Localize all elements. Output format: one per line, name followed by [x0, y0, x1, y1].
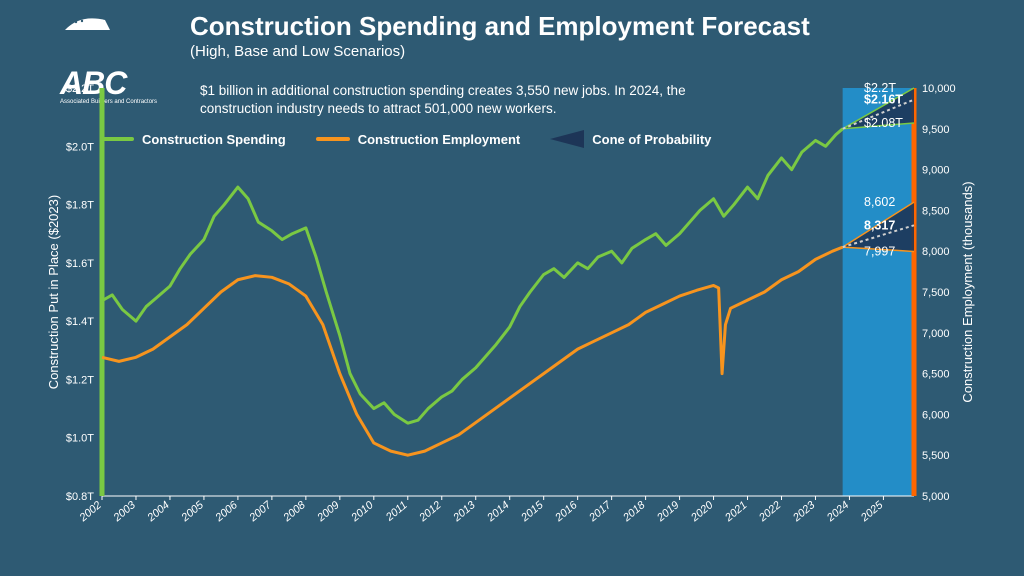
x-tick: 2013 — [450, 499, 478, 525]
x-tick: 2009 — [315, 499, 342, 525]
y-left-tick: $2.0T — [66, 141, 94, 153]
y-right-tick: 10,000 — [922, 83, 956, 95]
series-line — [102, 129, 843, 423]
forecast-value-label: 8,317 — [864, 218, 895, 232]
y-left-tick: $2.2T — [66, 83, 94, 95]
forecast-value-label: $2.16T — [864, 93, 903, 107]
x-tick: 2018 — [620, 499, 648, 525]
x-tick: 2012 — [416, 499, 443, 525]
x-tick: 2015 — [518, 499, 546, 525]
y-right-tick: 6,500 — [922, 369, 950, 381]
x-tick: 2007 — [247, 499, 275, 525]
forecast-value-label: 7,997 — [864, 244, 895, 258]
x-tick: 2019 — [654, 499, 681, 525]
header: ABC Associated Builders and Contractors … — [60, 12, 1004, 62]
y-left-label: Construction Put in Place ($2023) — [46, 195, 61, 389]
x-tick: 2023 — [790, 499, 818, 525]
x-tick: 2016 — [552, 499, 580, 525]
x-tick: 2021 — [722, 499, 749, 525]
title-block: Construction Spending and Employment For… — [190, 12, 1004, 60]
y-left-tick: $1.0T — [66, 433, 94, 445]
x-tick: 2006 — [213, 499, 241, 525]
y-right-tick: 5,000 — [922, 491, 950, 503]
forecast-band — [843, 88, 914, 496]
x-tick: 2024 — [824, 499, 851, 525]
y-right-tick: 5,500 — [922, 450, 950, 462]
series-line — [102, 247, 843, 455]
y-right-tick: 7,000 — [922, 328, 950, 340]
y-left-tick: $1.8T — [66, 200, 94, 212]
y-right-tick: 6,000 — [922, 409, 950, 421]
y-right-tick: 9,000 — [922, 165, 950, 177]
x-tick: 2003 — [111, 499, 139, 525]
y-right-tick: 8,500 — [922, 205, 950, 217]
x-tick: 2025 — [858, 499, 886, 525]
y-right-tick: 9,500 — [922, 124, 950, 136]
chart-container: $0.8T $1.0T $1.2T $1.4T $1.6T $1.8T $2.0T $2.2T… — [40, 70, 984, 556]
x-tick: 2004 — [145, 499, 172, 525]
y-left-tick: $0.8T — [66, 491, 94, 503]
forecast-value-label: 8,602 — [864, 195, 895, 209]
chart-svg: $0.8T $1.0T $1.2T $1.4T $1.6T $1.8T $2.0T $2.2T… — [40, 70, 984, 556]
x-tick: 2011 — [383, 499, 410, 524]
x-tick: 2022 — [756, 499, 783, 525]
x-tick: 2014 — [484, 499, 511, 525]
y-right-tick: 7,500 — [922, 287, 950, 299]
y-right-tick: 8,000 — [922, 246, 950, 258]
chart-subtitle: (High, Base and Low Scenarios) — [190, 43, 1004, 60]
abc-logo: ABC Associated Builders and Contractors — [60, 12, 170, 62]
forecast-value-label: $2.08T — [864, 116, 903, 130]
y-left-tick: $1.4T — [66, 316, 94, 328]
x-tick: 2005 — [179, 499, 207, 525]
x-tick: 2008 — [281, 499, 309, 525]
y-right-label: Construction Employment (thousands) — [960, 181, 975, 402]
x-tick: 2010 — [348, 499, 376, 525]
chart-title: Construction Spending and Employment For… — [190, 12, 1004, 41]
x-tick: 2017 — [586, 499, 614, 525]
y-left-tick: $1.2T — [66, 374, 94, 386]
x-tick: 2020 — [688, 499, 716, 525]
y-left-tick: $1.6T — [66, 258, 94, 270]
